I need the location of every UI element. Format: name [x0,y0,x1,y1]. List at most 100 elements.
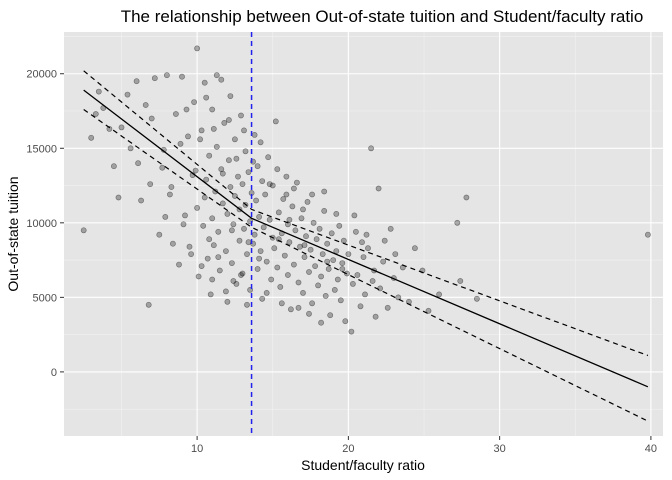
data-point [318,273,324,280]
data-point [256,255,262,262]
data-point [295,279,302,286]
data-point [457,278,464,284]
x-axis-ticks: 10 20 30 40 [191,436,657,455]
data-point [177,140,184,147]
data-point [209,106,216,113]
data-point [238,272,244,278]
data-point [210,125,217,132]
data-point [200,222,207,229]
data-point [230,278,237,284]
data-point [375,185,382,192]
y-tick-label: 10000 [26,218,57,230]
y-tick-label: 15000 [26,143,57,155]
data-point [339,266,346,272]
data-point [351,212,358,219]
data-point [159,164,166,171]
data-point [263,258,270,265]
data-point [284,272,291,278]
fit-lines [83,32,649,436]
data-point [166,191,173,198]
data-point [321,188,328,195]
data-point [271,245,278,252]
data-point [301,242,308,249]
data-point [348,328,355,335]
data-point [363,231,370,238]
data-point [233,280,240,287]
data-point [425,307,432,314]
data-point [324,258,331,265]
data-point [228,260,235,266]
chart-title: The relationship between Out-of-state tu… [121,7,644,26]
data-point [209,276,216,283]
data-point [172,111,179,117]
data-point [225,117,232,123]
data-point [225,157,232,164]
data-point [328,230,335,237]
data-point [198,127,205,134]
data-point [268,276,275,283]
data-point [473,295,480,302]
data-point [147,181,154,187]
data-point [222,288,229,295]
data-point [127,145,134,152]
data-point [306,269,312,275]
data-point [368,145,374,152]
confidence-upper-line [83,70,649,357]
data-point [319,251,326,257]
data-point [204,255,211,262]
x-tick-label: 30 [494,443,506,455]
data-point [357,303,364,310]
data-point [241,225,247,232]
data-point [254,266,261,272]
data-point [227,93,234,99]
data-point [106,125,113,132]
data-point [300,289,306,296]
data-point [372,313,379,320]
data-point [362,291,368,298]
data-point [213,72,220,79]
data-point [245,169,252,175]
data-point [284,221,291,228]
data-point [169,240,176,247]
data-point [395,294,402,301]
data-point [213,143,220,150]
data-point [281,252,288,259]
y-tick-label: 5000 [33,292,57,304]
data-point [337,297,344,304]
data-point [201,79,208,86]
data-point [138,197,144,204]
data-point [290,185,297,192]
data-point [215,228,222,235]
data-point [336,222,343,229]
data-point [191,99,197,105]
data-point [384,304,391,311]
data-point [274,264,281,271]
data-point [198,263,205,269]
data-point [216,267,223,274]
data-point [209,215,216,222]
data-point [148,115,155,122]
data-point [228,227,235,234]
data-point [298,215,305,222]
data-point [339,260,346,266]
data-point [218,166,225,173]
data-point [92,111,99,117]
data-point [411,245,418,252]
data-point [260,224,267,231]
data-point [645,231,651,238]
data-point [233,155,240,162]
data-point [188,251,194,257]
data-point [354,272,361,278]
data-point [289,203,296,210]
data-point [331,286,338,293]
data-point [219,200,226,207]
data-point [124,91,131,98]
data-point [235,173,241,180]
data-point [194,45,200,52]
data-point [315,282,321,289]
data-point [380,258,387,265]
data-point [269,182,276,189]
data-point [207,291,214,298]
data-point [251,231,258,238]
